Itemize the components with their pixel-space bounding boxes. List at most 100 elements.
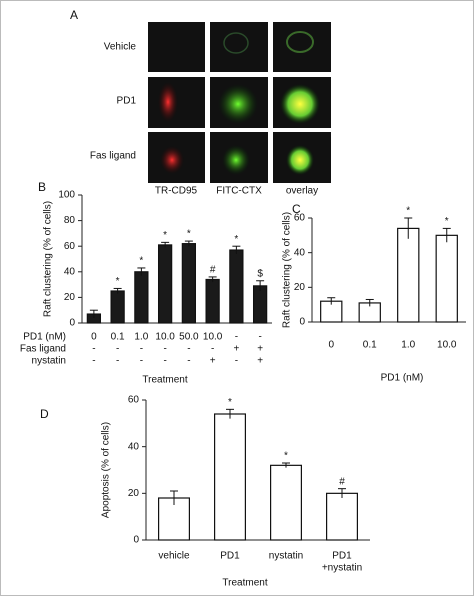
bar	[435, 234, 458, 323]
row-label: PD1 (nM)	[23, 332, 66, 343]
row-label: Vehicle	[104, 42, 137, 53]
x-tick-label: -	[258, 332, 261, 343]
error-bar	[365, 298, 374, 307]
error-bar	[170, 490, 178, 505]
x-tick-label: 0	[91, 332, 97, 343]
x-tick-label: 50.0	[179, 332, 199, 343]
x-tick-label: -	[235, 356, 238, 367]
x-tick-label: vehicle	[158, 551, 190, 562]
significance-mark: *	[406, 206, 410, 217]
x-axis-label: PD1 (nM)	[381, 373, 424, 384]
error-bar	[404, 217, 413, 239]
y-tick-label: 60	[64, 241, 76, 252]
error-bar	[226, 408, 234, 419]
x-tick-label: 0.1	[363, 340, 377, 351]
y-tick-label: 20	[294, 282, 306, 293]
bar	[270, 464, 303, 541]
significance-mark: #	[210, 265, 216, 276]
row-label: nystatin	[32, 356, 66, 367]
bar	[252, 285, 268, 324]
y-axis-label: Raft clustering (% of cells)	[282, 212, 293, 328]
x-tick-label: +	[233, 344, 239, 355]
error-bar	[137, 267, 146, 276]
y-tick-label: 80	[64, 215, 76, 226]
y-tick-label: 20	[128, 488, 140, 499]
x-tick-label: -	[140, 356, 143, 367]
x-tick-label: +	[210, 356, 216, 367]
error-bar	[161, 241, 170, 248]
x-tick-label: +	[257, 356, 263, 367]
x-tick-label: -	[140, 344, 143, 355]
error-bar	[256, 280, 265, 291]
y-tick-label: 40	[294, 247, 306, 258]
y-tick-label: 40	[64, 266, 76, 277]
y-tick-label: 40	[128, 441, 140, 452]
x-tick-label: -	[187, 356, 190, 367]
row-label: Fas ligand	[90, 151, 136, 162]
error-bar	[338, 488, 346, 498]
panel-label: A	[70, 8, 78, 22]
significance-mark: *	[284, 451, 288, 462]
panel-label: B	[38, 180, 46, 194]
error-bar	[442, 227, 451, 243]
x-tick-label: -	[92, 356, 95, 367]
y-tick-label: 100	[58, 190, 75, 201]
error-bar	[113, 287, 122, 294]
x-tick-label: -	[235, 332, 238, 343]
y-axis-label: Raft clustering (% of cells)	[43, 201, 54, 317]
bar	[397, 227, 420, 323]
significance-mark: *	[187, 229, 191, 240]
column-label: overlay	[286, 186, 318, 197]
error-bar	[282, 462, 290, 468]
bar	[205, 278, 220, 324]
x-tick-label: -	[116, 344, 119, 355]
bar	[214, 413, 247, 541]
bar	[229, 249, 244, 324]
x-tick-label: -	[163, 356, 166, 367]
x-tick-label: -	[163, 344, 166, 355]
significance-mark: *	[116, 276, 120, 287]
y-tick-label: 0	[299, 317, 305, 328]
column-label: FITC-CTX	[216, 186, 262, 197]
y-tick-label: 0	[133, 535, 139, 546]
error-bar	[89, 309, 98, 318]
x-tick-label: -	[211, 344, 214, 355]
x-axis-label: Treatment	[222, 578, 267, 589]
y-tick-label: 60	[294, 213, 306, 224]
x-tick-label: 0.1	[111, 332, 125, 343]
x-tick-label: 10.0	[155, 332, 175, 343]
error-bar	[184, 240, 193, 247]
x-tick-label: 1.0	[134, 332, 148, 343]
bar	[110, 290, 125, 324]
x-tick-label: -	[187, 344, 190, 355]
x-tick-label: -	[116, 356, 119, 367]
error-bar	[208, 276, 217, 283]
x-tick-label: PD1	[332, 551, 352, 562]
significance-mark: *	[139, 256, 143, 267]
row-label: Fas ligand	[20, 344, 66, 355]
column-label: TR-CD95	[155, 186, 198, 197]
x-tick-label: 10.0	[437, 340, 457, 351]
panel-label: D	[40, 407, 49, 421]
error-bar	[232, 245, 241, 254]
x-tick-label: +	[257, 344, 263, 355]
bar	[134, 271, 149, 324]
x-axis-label: Treatment	[142, 375, 187, 386]
y-tick-label: 20	[64, 292, 76, 303]
y-tick-label: 0	[69, 318, 75, 329]
row-label: PD1	[117, 96, 137, 107]
x-tick-label: nystatin	[269, 551, 303, 562]
x-tick-label: PD1	[220, 551, 240, 562]
significance-mark: *	[445, 216, 449, 227]
significance-mark: *	[234, 234, 238, 245]
error-bar	[327, 297, 336, 305]
bar	[326, 492, 359, 541]
significance-mark: $	[257, 268, 263, 279]
panel-label: C	[292, 202, 301, 216]
bar	[181, 243, 197, 324]
y-axis-label: Apoptosis (% of cells)	[101, 422, 112, 518]
bar	[157, 244, 173, 324]
y-tick-label: 60	[128, 395, 140, 406]
x-tick-label: +nystatin	[322, 563, 362, 574]
